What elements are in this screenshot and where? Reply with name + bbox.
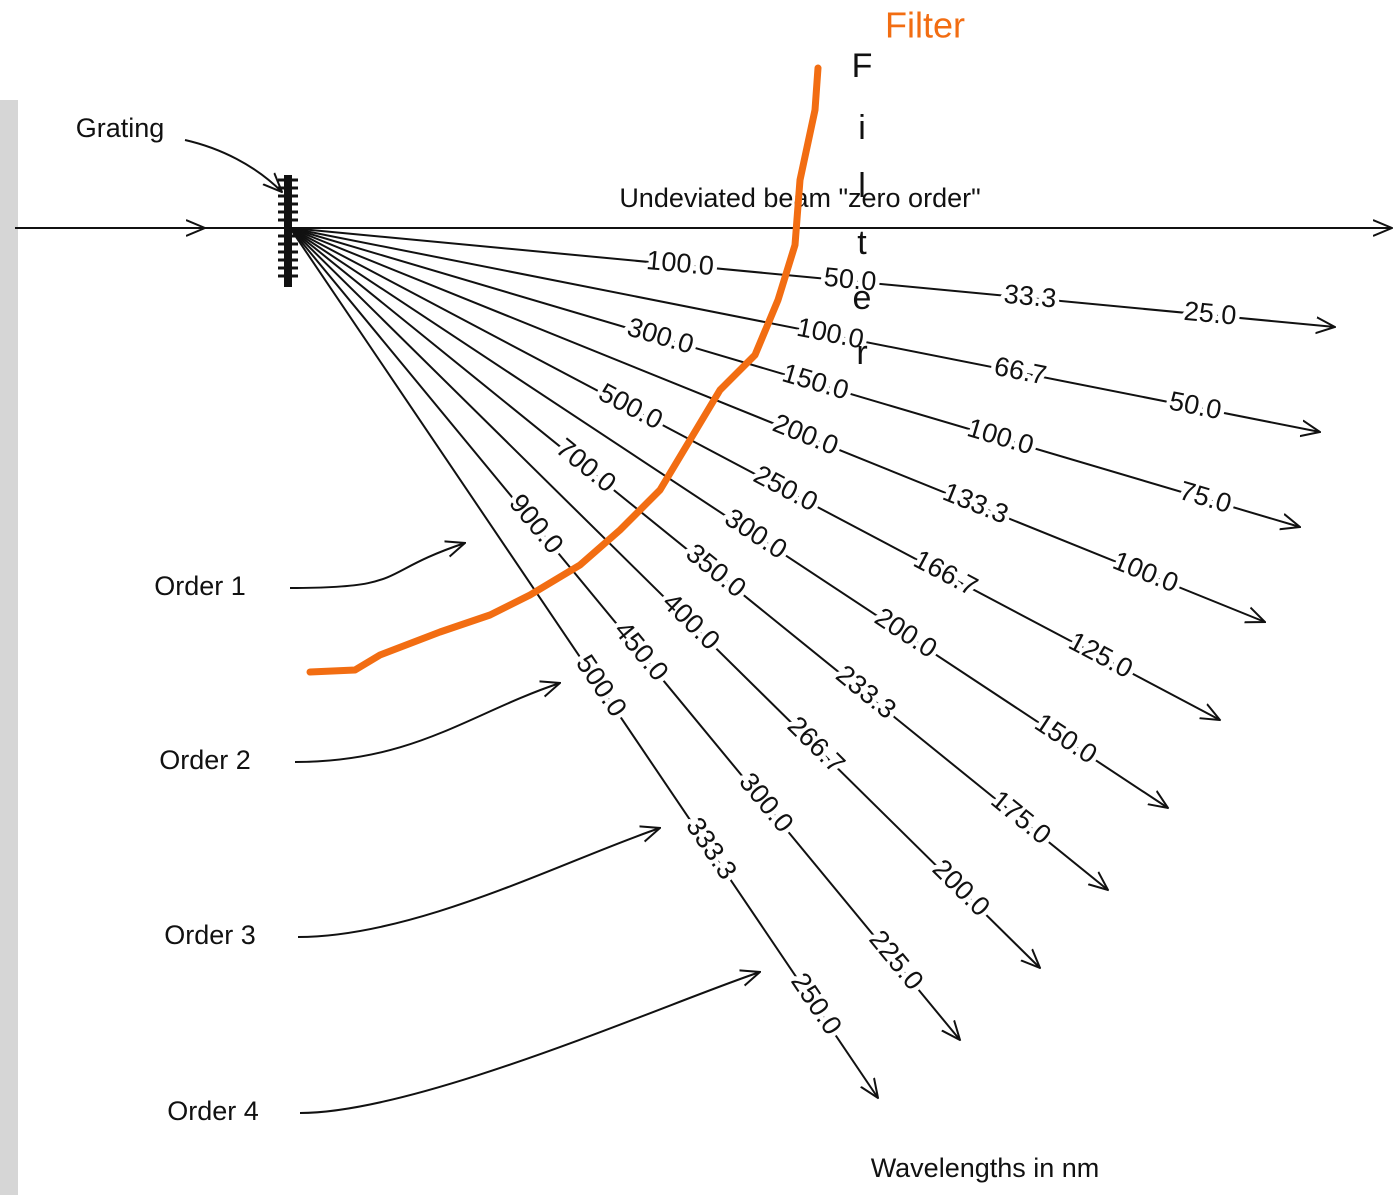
footer-label: Wavelengths in nm — [871, 1153, 1100, 1183]
scan-edge — [0, 100, 18, 1195]
order-arrow — [299, 972, 760, 1114]
wavelength-label: 150.0 — [1030, 707, 1103, 769]
order-arrow — [294, 683, 560, 763]
grating-arrow — [184, 139, 282, 192]
wavelength-label: 200.0 — [927, 853, 996, 922]
wavelength-label: 500.0 — [594, 377, 668, 435]
diffracted-ray — [289, 227, 960, 1040]
wavelength-label: 266.7 — [782, 710, 851, 779]
wavelength-label: 450.0 — [608, 615, 674, 686]
diffracted-ray — [289, 227, 1265, 622]
grating — [278, 175, 298, 287]
filter-title: Filter — [885, 5, 965, 46]
filter-letter: F — [852, 47, 873, 85]
filter-letter: r — [856, 334, 867, 372]
order-label: Order 1 — [154, 571, 246, 601]
filter-letter: t — [857, 224, 867, 262]
wavelength-label: 133.3 — [939, 477, 1013, 530]
wavelength-label: 250.0 — [785, 967, 848, 1040]
grating-label: Grating — [76, 113, 165, 143]
diffracted-ray — [289, 227, 1320, 432]
wavelength-label: 100.0 — [1109, 545, 1183, 598]
wavelength-label: 500.0 — [570, 649, 633, 722]
wavelength-label: 125.0 — [1064, 626, 1138, 684]
wavelength-label: 166.7 — [909, 544, 983, 602]
wavelength-label: 25.0 — [1183, 296, 1238, 331]
wavelength-label: 200.0 — [769, 408, 843, 461]
wavelength-label: 75.0 — [1176, 475, 1235, 519]
wavelength-label: 33.3 — [1003, 279, 1058, 314]
filter-letter: e — [853, 279, 872, 317]
diffracted-ray — [289, 227, 1040, 968]
wavelength-label: 300.0 — [733, 767, 799, 838]
diffracted-ray — [289, 227, 1108, 890]
order-label: Order 3 — [164, 920, 256, 950]
wavelength-label: 400.0 — [657, 587, 726, 656]
diffracted-ray — [289, 227, 878, 1098]
wavelength-label: 300.0 — [624, 312, 697, 360]
filter-letter: l — [858, 167, 866, 205]
order-arrow — [289, 543, 465, 589]
diffracted-ray — [289, 227, 1300, 527]
wavelength-label: 150.0 — [779, 358, 852, 406]
wavelength-label: 225.0 — [863, 924, 929, 995]
wavelength-label: 300.0 — [720, 502, 793, 564]
wavelength-label: 66.7 — [992, 351, 1049, 391]
diffracted-ray — [289, 227, 1168, 808]
filter-curve — [306, 64, 822, 676]
filter-letter: i — [858, 109, 866, 147]
order-arrow — [297, 828, 660, 938]
wavelength-label: 100.0 — [964, 412, 1037, 460]
wavelength-label: 100.0 — [645, 245, 715, 281]
wavelength-label: 200.0 — [870, 602, 943, 664]
wavelength-label: 900.0 — [503, 488, 569, 559]
diffracted-ray — [289, 227, 1335, 327]
order-label: Order 2 — [159, 745, 251, 775]
diffracted-ray — [289, 227, 1220, 720]
order-label: Order 4 — [167, 1096, 259, 1126]
wavelength-label: 250.0 — [749, 459, 823, 517]
wavelength-label: 333.3 — [680, 812, 743, 885]
wavelength-label: 50.0 — [1167, 386, 1224, 426]
